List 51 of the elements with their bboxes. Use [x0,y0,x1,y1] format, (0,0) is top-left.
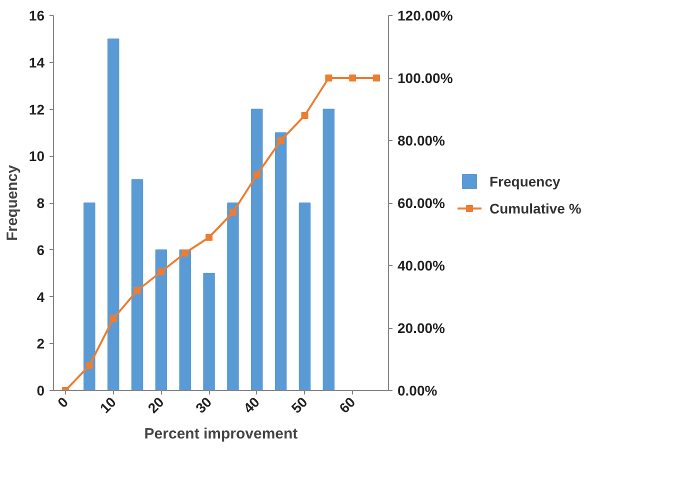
point [206,234,213,241]
y-tick-label: 2 [36,336,45,352]
y-tick-label: 14 [28,54,45,70]
legend-label: Cumulative % [490,200,582,216]
y2-tick-label: 80.00% [398,132,446,148]
bar [227,202,239,390]
bar [274,132,287,390]
y-tick-label: 0 [36,382,45,398]
y-tick-label: 4 [36,288,45,305]
x-tick-label: 40 [240,394,263,416]
y-tick-label: 12 [28,101,45,118]
bar [298,202,311,390]
x-tick-label: 10 [96,394,120,416]
y-tick-label: 6 [36,242,45,258]
legend-label: Frequency [490,174,561,190]
x-tick-label: 60 [336,394,358,416]
point [253,171,260,178]
y-tick-label: 10 [28,148,45,164]
x-tick-label: 50 [288,394,311,416]
y-axis-title: Frequency [4,164,21,241]
point [134,287,141,294]
point [229,208,236,216]
bar [84,202,96,390]
point [349,74,356,82]
point [325,74,332,82]
point [277,137,284,144]
bar [155,249,168,390]
x-tick-label: 20 [144,394,167,416]
x-axis-title: Percent improvement [144,426,298,443]
bar [251,108,263,390]
bar [131,179,144,390]
point [110,315,117,322]
point [301,112,308,119]
y-tick-label: 16 [28,8,45,24]
x-tick-label: 0 [54,394,72,411]
bar [322,108,335,390]
point [373,74,380,82]
y2-tick-label: 100.00% [398,70,454,86]
bar [107,38,120,390]
bar [203,272,215,390]
y2-tick-label: 60.00% [398,195,446,211]
point [182,250,189,256]
point [158,268,165,276]
y-tick-label: 8 [36,195,45,211]
y2-tick-label: 40.00% [398,258,446,274]
y2-tick-label: 20.00% [398,320,446,336]
y2-tick-label: 0.00% [398,382,438,398]
x-tick-label: 30 [192,394,215,416]
bar [179,249,191,390]
point [86,362,93,369]
y2-tick-label: 120.00% [398,8,454,24]
